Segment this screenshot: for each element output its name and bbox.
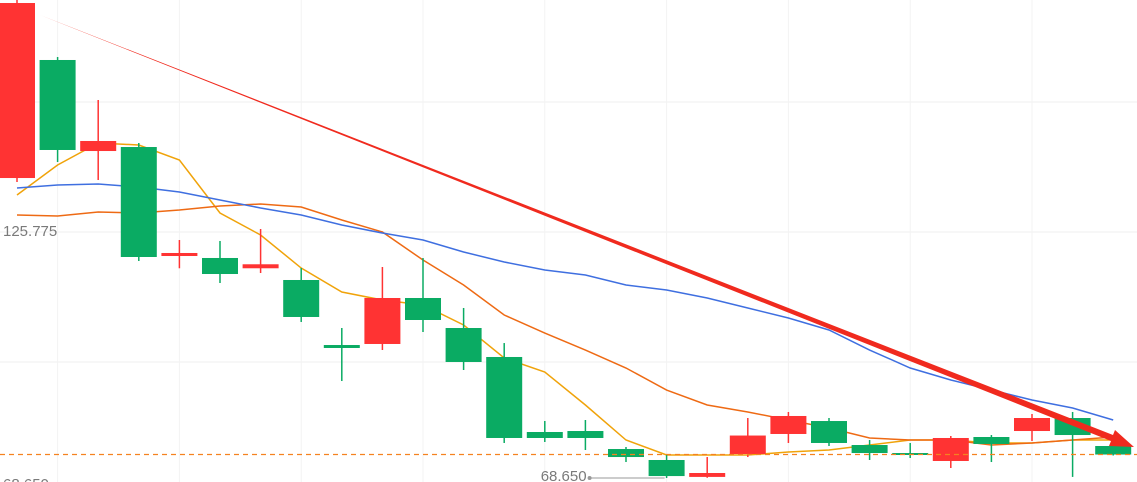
- candle-body: [526, 432, 563, 438]
- moving-average-line: [16, 203, 1114, 446]
- candle-body: [39, 59, 76, 150]
- candle-body: [689, 472, 726, 477]
- candle-body: [0, 3, 35, 179]
- candle-body: [648, 459, 685, 477]
- y-tick-label: 68.650: [3, 476, 49, 482]
- moving-average-line: [16, 183, 1114, 421]
- candle-body: [770, 415, 807, 434]
- trend-arrow: [40, 15, 1134, 447]
- candle-body: [445, 328, 482, 362]
- candle-body: [1095, 445, 1132, 455]
- candle-body: [851, 445, 888, 454]
- candle-body: [161, 252, 198, 257]
- moving-average-line: [16, 142, 1114, 456]
- candle-body: [1054, 418, 1091, 436]
- annotation-label: 68.650: [541, 468, 587, 482]
- candle-body: [729, 435, 766, 455]
- candle-body: [973, 436, 1010, 444]
- candle-body: [608, 449, 644, 458]
- candle-body: [283, 279, 320, 317]
- candle-body: [567, 431, 604, 438]
- candle-body: [242, 264, 279, 269]
- candle-body: [932, 437, 969, 461]
- candle-body: [1014, 418, 1050, 432]
- candle-body: [323, 345, 360, 348]
- candle-body: [80, 140, 117, 152]
- annotation-dot: [587, 475, 592, 480]
- candle-body: [405, 297, 441, 320]
- moving-averages: [16, 142, 1114, 456]
- candle-body: [811, 421, 847, 443]
- candle-body: [486, 356, 523, 438]
- candle-body: [202, 257, 238, 275]
- candle-body: [364, 297, 401, 344]
- candle-body: [120, 147, 157, 257]
- labels: 125.775 68.650 68.650: [0, 223, 1137, 482]
- y-tick-label: 125.775: [3, 223, 57, 240]
